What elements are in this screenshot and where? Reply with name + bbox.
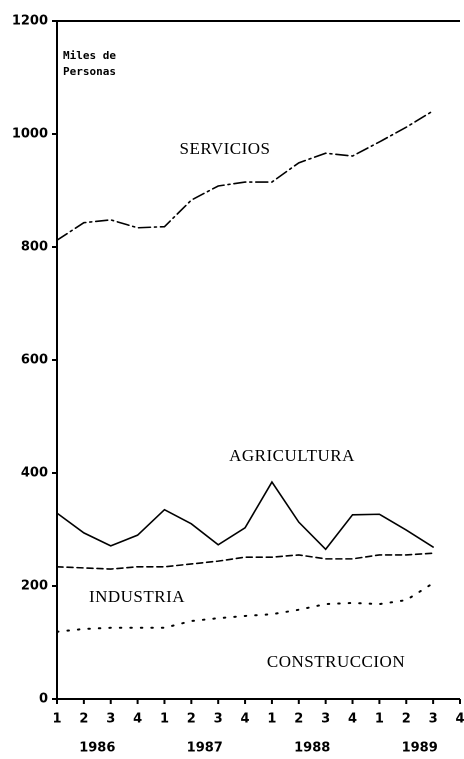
x-group-label: 1989 xyxy=(402,741,438,756)
y-tick-label: 600 xyxy=(21,353,48,368)
x-tick-label: 4 xyxy=(348,712,357,727)
series-line xyxy=(56,552,434,570)
x-tick-label: 1 xyxy=(375,712,384,727)
x-tick-label: 3 xyxy=(106,712,115,727)
x-group-label: 1988 xyxy=(294,741,330,756)
x-tick-label: 4 xyxy=(133,712,142,727)
y-tick-label: 400 xyxy=(21,466,48,481)
x-group-label: 1987 xyxy=(187,741,223,756)
x-tick-label: 1 xyxy=(267,712,276,727)
x-tick-label: 4 xyxy=(241,712,250,727)
unit-label: Personas xyxy=(63,65,116,78)
series-label: AGRICULTURA xyxy=(229,446,355,465)
series-label: SERVICIOS xyxy=(180,139,271,158)
unit-label: Miles de xyxy=(63,49,116,62)
series-line xyxy=(56,582,435,633)
series-label: INDUSTRIA xyxy=(89,587,185,606)
y-tick-label: 0 xyxy=(39,692,48,707)
x-group-label: 1986 xyxy=(79,741,115,756)
y-tick-label: 1000 xyxy=(12,127,48,142)
series-label: CONSTRUCCION xyxy=(267,652,405,671)
y-tick-label: 200 xyxy=(21,579,48,594)
x-tick-label: 3 xyxy=(214,712,223,727)
y-tick-label: 800 xyxy=(21,240,48,255)
x-tick-label: 4 xyxy=(455,712,464,727)
x-tick-label: 2 xyxy=(79,712,88,727)
series-line xyxy=(56,110,434,242)
x-tick-label: 3 xyxy=(429,712,438,727)
x-tick-label: 1 xyxy=(160,712,169,727)
series-line xyxy=(56,480,434,551)
x-tick-label: 2 xyxy=(294,712,303,727)
x-tick-label: 1 xyxy=(52,712,61,727)
x-tick-label: 2 xyxy=(402,712,411,727)
x-tick-label: 2 xyxy=(187,712,196,727)
y-tick-label: 1200 xyxy=(12,14,48,29)
x-tick-label: 3 xyxy=(321,712,330,727)
